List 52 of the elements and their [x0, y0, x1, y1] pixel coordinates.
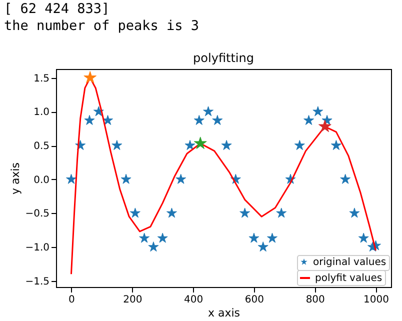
point [120, 174, 132, 184]
point [294, 140, 305, 150]
point [212, 114, 223, 125]
point [84, 114, 95, 125]
chart-title: polyfitting [193, 51, 254, 65]
point [130, 208, 140, 218]
point [318, 120, 332, 132]
y-axis-title: y axis [9, 162, 22, 195]
point [312, 106, 324, 116]
y-tick-label: 0.0 [34, 174, 50, 186]
point [258, 242, 268, 252]
point [112, 140, 122, 150]
point [102, 114, 114, 125]
y-tick-label: 1.5 [34, 73, 50, 84]
x-tick-label: 800 [306, 294, 325, 306]
y-tick-label: −0.5 [25, 208, 50, 220]
point [157, 232, 168, 243]
point [248, 232, 260, 243]
point [266, 232, 278, 243]
point [139, 232, 150, 243]
point [240, 208, 250, 218]
point [203, 106, 214, 116]
point [148, 242, 159, 252]
point [176, 174, 186, 184]
x-tick-label: 1000 [364, 294, 389, 306]
x-tick-label: 200 [123, 294, 142, 306]
x-tick-label: 600 [244, 294, 264, 306]
point [184, 140, 196, 150]
legend-label: original values [313, 257, 386, 268]
point [330, 140, 342, 150]
point [66, 174, 76, 184]
point [221, 140, 232, 150]
legend-label: polyfit values [315, 273, 382, 284]
point [304, 114, 314, 125]
point [194, 136, 207, 150]
point [276, 208, 287, 218]
point [93, 106, 104, 116]
point [84, 71, 97, 84]
point [358, 232, 369, 243]
y-tick-label: −1.0 [25, 242, 50, 254]
x-axis-title: x axis [208, 306, 240, 320]
x-tick-label: 400 [184, 294, 204, 306]
point [166, 208, 177, 218]
point [194, 114, 204, 125]
y-tick-label: 0.5 [34, 141, 50, 152]
point [349, 208, 360, 218]
y-tick-label: −1.5 [25, 276, 50, 288]
point [340, 174, 351, 184]
text: [ 62 424 833] [4, 1, 111, 18]
x-tick-label: 0 [68, 294, 75, 306]
y-tick-label: 1.0 [34, 107, 50, 118]
text: the number of peaks is 3 [4, 18, 200, 35]
